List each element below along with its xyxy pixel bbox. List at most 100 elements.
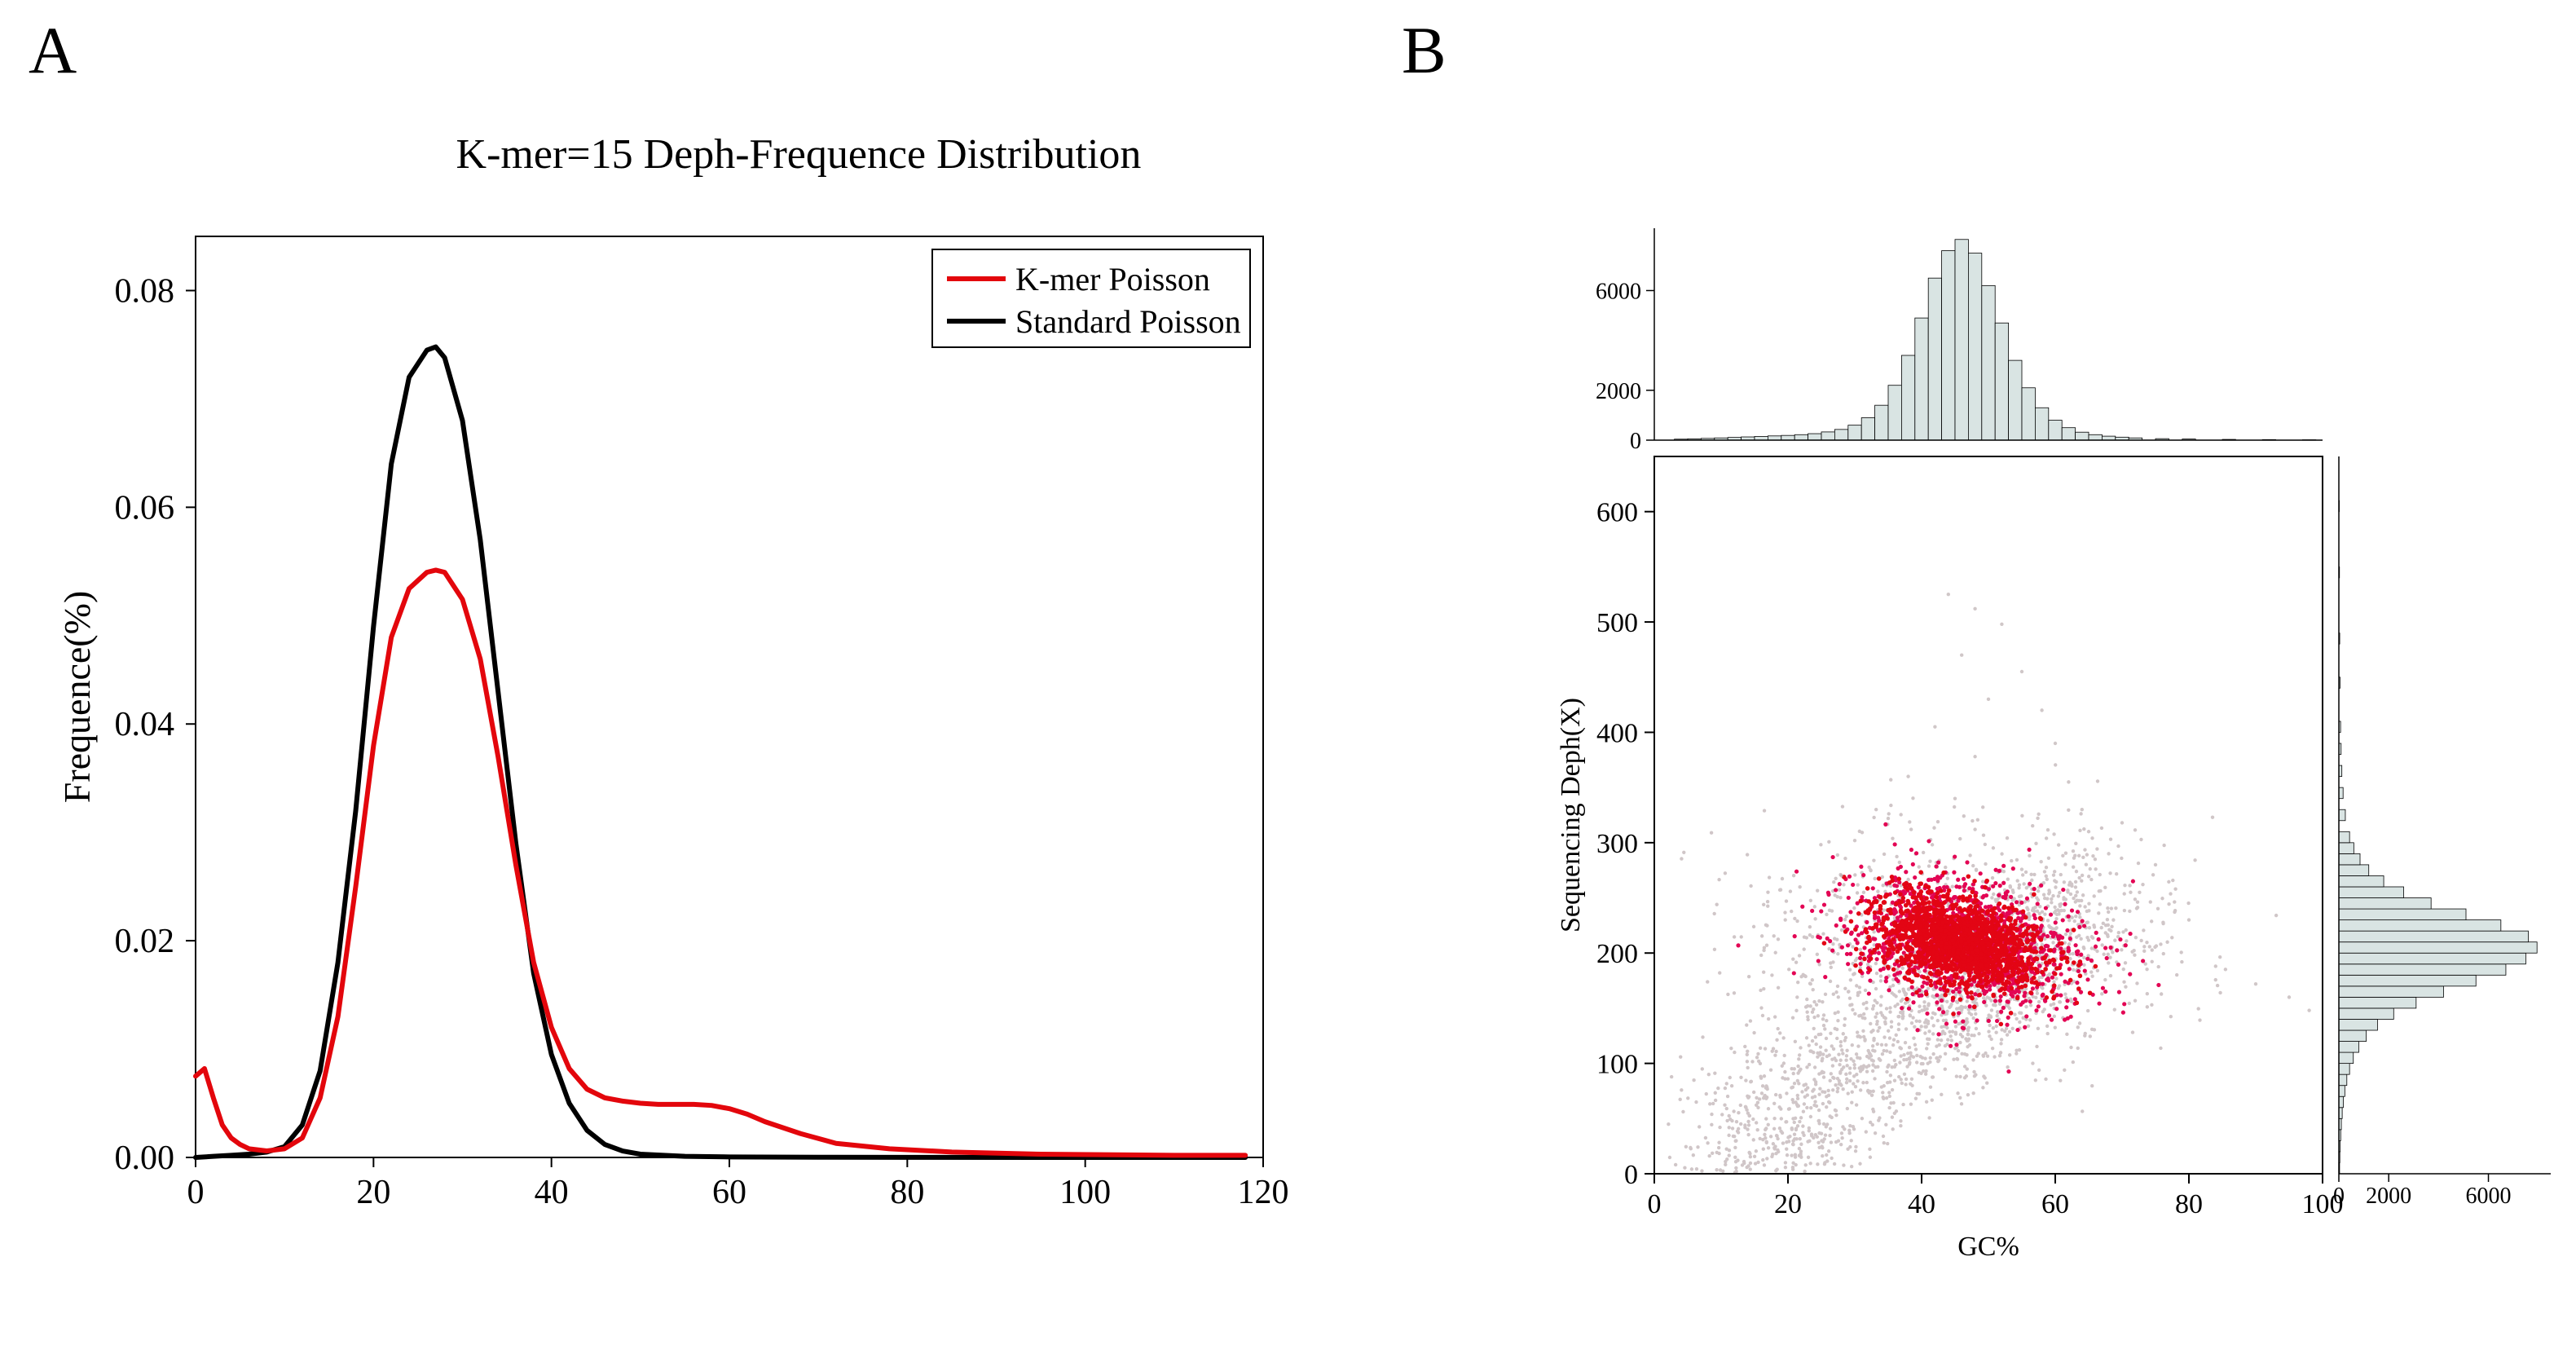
right-hist-bar xyxy=(2339,1096,2344,1108)
right-hist-bar xyxy=(2339,1074,2347,1086)
top-hist-bar xyxy=(1768,436,1781,440)
scatter-outlier xyxy=(1960,653,1963,656)
scatter-outlier xyxy=(1973,755,1976,758)
top-hist-bar xyxy=(2089,434,2102,440)
panel-b-chart: 0200060000200060000204060801000100200300… xyxy=(0,0,2576,1371)
scatter-outlier xyxy=(1947,593,1950,596)
scatter-outlier xyxy=(2000,623,2003,626)
scatter-outlier xyxy=(1987,698,1990,701)
panel-b-ytick: 400 xyxy=(1596,718,1638,748)
right-hist-bar xyxy=(2339,1019,2377,1030)
right-hist-bar xyxy=(2339,865,2369,876)
right-hist-bar xyxy=(2339,953,2525,964)
scatter-outlier xyxy=(1973,827,1976,831)
scatter-outlier xyxy=(2054,742,2057,745)
right-hist-bar xyxy=(2339,909,2466,920)
scatter-outlier xyxy=(1906,774,1909,778)
panel-b-scatter-box xyxy=(1654,456,2323,1174)
right-hist-bar xyxy=(2339,898,2431,910)
panel-b-ytick: 500 xyxy=(1596,608,1638,638)
top-hist-bar xyxy=(1808,434,1821,440)
top-hist-bar xyxy=(1928,278,1941,440)
right-hist-bar xyxy=(2339,787,2343,799)
scatter-outlier xyxy=(2307,1008,2310,1012)
scatter-outlier xyxy=(2288,995,2291,998)
right-hist-xtick: 2000 xyxy=(2366,1184,2411,1209)
right-hist-bar xyxy=(2339,809,2345,821)
top-hist-bar xyxy=(1821,432,1834,440)
panel-b-xtick: 0 xyxy=(1648,1189,1662,1219)
panel-b-ylabel: Sequencing Deph(X) xyxy=(1556,698,1586,932)
right-hist-bar xyxy=(2339,875,2384,887)
scatter-outlier xyxy=(2040,708,2043,712)
scatter-outlier xyxy=(1973,607,1976,611)
right-hist-xtick: 6000 xyxy=(2466,1184,2512,1209)
scatter-outlier xyxy=(2173,888,2177,891)
scatter-outlier xyxy=(1933,725,1936,728)
right-hist-bar xyxy=(2339,986,2443,998)
top-hist-ytick: 2000 xyxy=(1596,379,1641,404)
scatter-outlier xyxy=(1839,874,1843,877)
right-hist-bar xyxy=(2339,964,2506,976)
right-hist-bar xyxy=(2339,975,2476,986)
top-hist-bar xyxy=(1888,386,1901,440)
right-hist-bar xyxy=(2339,1052,2354,1064)
scatter-outlier xyxy=(2107,852,2110,855)
scatter-outlier xyxy=(2020,670,2023,673)
right-hist-bar xyxy=(2339,1086,2345,1097)
scatter-outlier xyxy=(1953,796,1957,800)
top-hist-bar xyxy=(1901,355,1914,440)
panel-b-xtick: 80 xyxy=(2175,1189,2203,1219)
right-hist-bar xyxy=(2339,843,2354,854)
right-hist-bar xyxy=(2339,942,2537,954)
top-hist-bar xyxy=(1834,430,1847,440)
scatter-outlier xyxy=(2254,982,2257,985)
figure-root: A B K-mer=15 Deph-Frequence Distribution… xyxy=(0,0,2576,1371)
scatter-outlier xyxy=(2120,821,2124,824)
scatter-outlier xyxy=(1853,839,1856,842)
right-hist-bar xyxy=(2339,1064,2349,1075)
top-hist-bar xyxy=(2009,360,2022,440)
right-hist-bar xyxy=(2339,853,2360,865)
top-hist-ytick: 0 xyxy=(1630,429,1641,454)
top-hist-bar xyxy=(2035,408,2048,440)
top-hist-bar xyxy=(1968,253,1981,440)
right-hist-bar xyxy=(2339,931,2528,942)
panel-b-xtick: 20 xyxy=(1774,1189,1802,1219)
top-hist-bar xyxy=(1794,434,1808,440)
top-hist-bar xyxy=(1915,318,1928,440)
right-hist-bar xyxy=(2339,1030,2367,1042)
panel-b-ytick: 100 xyxy=(1596,1050,1638,1080)
top-hist-bar xyxy=(1982,285,1995,440)
top-hist-bar xyxy=(2062,428,2075,440)
right-hist-bar xyxy=(2339,920,2501,932)
top-hist-bar xyxy=(1942,251,1955,440)
panel-b-ytick: 300 xyxy=(1596,829,1638,859)
panel-b-ytick: 200 xyxy=(1596,939,1638,969)
right-hist-bar xyxy=(2339,1042,2358,1053)
panel-b-xtick: 60 xyxy=(2041,1189,2069,1219)
top-hist-bar xyxy=(2049,421,2062,440)
scatter-outlier xyxy=(2081,808,2084,811)
right-hist-bar xyxy=(2339,1008,2393,1020)
panel-b-xtick: 100 xyxy=(2302,1189,2344,1219)
right-hist-bar xyxy=(2339,887,2404,898)
scatter-outlier xyxy=(1759,954,1763,957)
top-hist-bar xyxy=(1955,240,1968,440)
right-hist-bar xyxy=(2339,997,2416,1008)
panel-b-ytick: 0 xyxy=(1624,1160,1638,1190)
top-hist-bar xyxy=(1861,417,1874,440)
top-hist-bar xyxy=(2022,388,2035,440)
scatter-outlier xyxy=(2187,918,2191,921)
top-hist-ytick: 6000 xyxy=(1596,279,1641,304)
panel-b-xlabel: GC% xyxy=(1957,1232,2019,1262)
top-hist-bar xyxy=(1995,323,2008,440)
scatter-outlier xyxy=(2067,780,2070,783)
panel-b-xtick: 40 xyxy=(1908,1189,1935,1219)
right-hist-bar xyxy=(2339,831,2349,843)
top-hist-bar xyxy=(2076,432,2089,440)
top-hist-bar xyxy=(1875,405,1888,440)
top-hist-bar xyxy=(1781,435,1794,440)
scatter-outlier xyxy=(2214,964,2217,968)
scatter-outlier xyxy=(2154,863,2157,866)
